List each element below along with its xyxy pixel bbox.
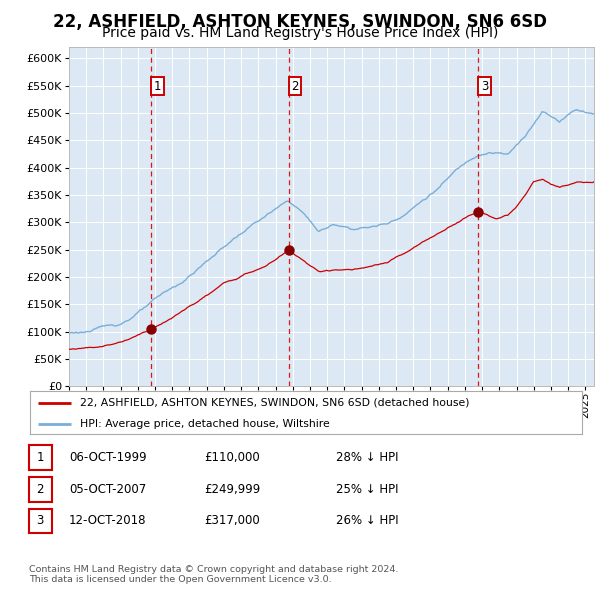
Text: Price paid vs. HM Land Registry's House Price Index (HPI): Price paid vs. HM Land Registry's House … (102, 26, 498, 40)
Text: 26% ↓ HPI: 26% ↓ HPI (336, 514, 398, 527)
Text: 12-OCT-2018: 12-OCT-2018 (69, 514, 146, 527)
Text: HPI: Average price, detached house, Wiltshire: HPI: Average price, detached house, Wilt… (80, 419, 329, 430)
Text: 22, ASHFIELD, ASHTON KEYNES, SWINDON, SN6 6SD (detached house): 22, ASHFIELD, ASHTON KEYNES, SWINDON, SN… (80, 398, 469, 408)
Text: 2: 2 (37, 483, 44, 496)
Text: 05-OCT-2007: 05-OCT-2007 (69, 483, 146, 496)
Text: 3: 3 (37, 514, 44, 527)
Text: 3: 3 (481, 80, 488, 93)
Text: 25% ↓ HPI: 25% ↓ HPI (336, 483, 398, 496)
Text: 2: 2 (291, 80, 299, 93)
Text: 1: 1 (37, 451, 44, 464)
Text: 28% ↓ HPI: 28% ↓ HPI (336, 451, 398, 464)
Text: £249,999: £249,999 (204, 483, 260, 496)
Text: 22, ASHFIELD, ASHTON KEYNES, SWINDON, SN6 6SD: 22, ASHFIELD, ASHTON KEYNES, SWINDON, SN… (53, 13, 547, 31)
Text: Contains HM Land Registry data © Crown copyright and database right 2024.
This d: Contains HM Land Registry data © Crown c… (29, 565, 398, 584)
Text: 06-OCT-1999: 06-OCT-1999 (69, 451, 146, 464)
Text: £317,000: £317,000 (204, 514, 260, 527)
Text: 1: 1 (154, 80, 161, 93)
Text: £110,000: £110,000 (204, 451, 260, 464)
